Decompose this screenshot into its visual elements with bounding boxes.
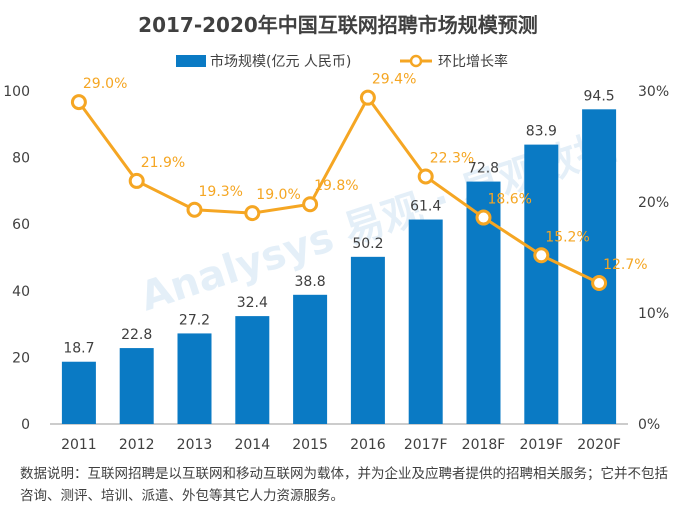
y-left-tick-label: 100 [3, 84, 30, 100]
bar-value-label: 83.9 [526, 124, 557, 140]
line-point [70, 94, 87, 111]
line-point [591, 275, 608, 292]
line-point [244, 205, 261, 222]
line-value-label: 15.2% [545, 229, 589, 245]
bar [408, 219, 443, 424]
line-value-label: 19.0% [256, 187, 300, 203]
x-tick-label: 2015 [292, 437, 328, 453]
y-right-tick-label: 30% [638, 84, 669, 100]
data-note: 数据说明：互联网招聘是以互联网和移动互联网为载体，并为企业及应聘者提供的招聘相关… [20, 466, 668, 504]
bar-value-label: 38.8 [295, 274, 326, 290]
bar-value-label: 50.2 [352, 236, 383, 252]
bar-value-label: 27.2 [179, 312, 210, 328]
bar-value-label: 72.8 [468, 161, 499, 177]
bar [119, 348, 154, 424]
bar [524, 144, 559, 424]
x-tick-label: 2011 [61, 437, 97, 453]
legend-line-label: 环比增长率 [438, 53, 508, 70]
x-tick-label: 2016 [350, 437, 386, 453]
axes: 0 20 40 60 80 100 0% 10% 20% 30% 2011 2012 2013 2014 2… [3, 84, 669, 453]
x-tick-label: 2017F [404, 437, 448, 453]
x-tick-label: 2013 [177, 437, 213, 453]
line-point [359, 89, 376, 106]
bar-value-label: 18.7 [63, 341, 94, 357]
line-series: 29.0% 21.9% 19.3% 19.0% 19.8% 29.4% 22.3% 18.6%… [70, 72, 648, 292]
x-tick-label: 2019F [519, 437, 563, 453]
line-point [475, 209, 492, 226]
y-left-tick-label: 60 [12, 217, 30, 233]
chart-title: 2017-2020年中国互联网招聘市场规模预测 [138, 13, 538, 37]
x-tick-label: 2018F [462, 437, 506, 453]
bar-series: 18.7 22.8 27.2 32.4 38.8 50.2 61.4 72.8 83.9 94.5 [61, 88, 617, 424]
x-tick-label: 2020F [577, 437, 621, 453]
bar-value-label: 32.4 [237, 295, 268, 311]
y-left-tick-label: 40 [12, 284, 30, 300]
y-left-tick-label: 80 [12, 151, 30, 167]
line-point [533, 247, 550, 264]
bar [61, 361, 96, 424]
line-point [128, 172, 145, 189]
y-right-tick-label: 0% [638, 417, 660, 433]
line-value-label: 19.3% [199, 184, 243, 200]
bar [350, 256, 385, 424]
line-point [417, 168, 434, 185]
line-value-label: 21.9% [141, 155, 185, 171]
legend-bar-label: 市场规模(亿元 人民币) [210, 53, 351, 70]
growth-rate-line [77, 96, 600, 285]
bar [177, 333, 212, 424]
y-right-tick-label: 20% [638, 195, 669, 211]
bar-value-label: 61.4 [410, 199, 441, 215]
y-right-tick-label: 10% [638, 306, 669, 322]
legend: 市场规模(亿元 人民币) 环比增长率 [176, 53, 508, 70]
line-point [302, 196, 319, 213]
line-value-label: 12.7% [603, 257, 647, 273]
y-left-tick-label: 20 [12, 350, 30, 366]
line-value-label: 29.4% [372, 72, 416, 88]
bar [293, 294, 328, 424]
line-value-label: 29.0% [83, 76, 127, 92]
line-value-label: 19.8% [314, 178, 358, 194]
line-point [186, 201, 203, 218]
line-value-label: 18.6% [488, 192, 532, 208]
bar-value-label: 94.5 [584, 88, 615, 104]
y-left-tick-label: 0 [21, 417, 30, 433]
line-value-label: 22.3% [430, 150, 474, 166]
x-tick-label: 2014 [234, 437, 270, 453]
bar [582, 109, 617, 424]
legend-bar-swatch [176, 55, 206, 67]
bar [235, 316, 270, 424]
bar-value-label: 22.8 [121, 327, 152, 343]
x-tick-label: 2012 [119, 437, 155, 453]
chart: 2017-2020年中国互联网招聘市场规模预测 市场规模(亿元 人民币) 环比增… [3, 13, 669, 453]
legend-line-marker [409, 54, 423, 68]
